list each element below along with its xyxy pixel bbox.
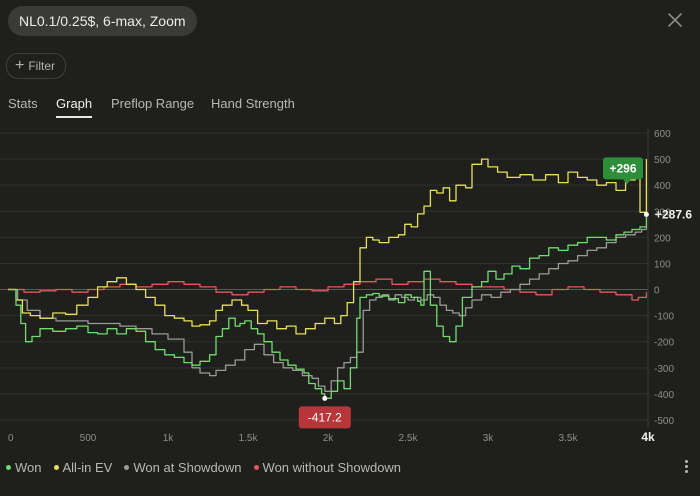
close-icon[interactable] — [664, 9, 686, 31]
x-tick-label: 4k — [641, 430, 655, 444]
legend-label: All-in EV — [62, 459, 113, 475]
series-line-all-in-ev — [8, 158, 648, 335]
tab-preflop-range[interactable]: Preflop Range — [111, 96, 195, 111]
y-axis-ticks: 600 500 400 300 200 100 0 -100 -200 -300 -400 -500 — [654, 129, 674, 427]
y-tick-label: 400 — [654, 181, 671, 192]
legend-item-won-without-showdown[interactable]: Won without Showdown — [253, 458, 402, 476]
legend-item-won-at-showdown[interactable]: Won at Showdown — [124, 458, 242, 476]
chart-series — [8, 158, 648, 399]
x-tick-label: 2k — [323, 433, 335, 444]
ev-callout-box — [603, 157, 643, 180]
tab-bar: Stats Graph Preflop Range Hand Strength — [0, 95, 700, 119]
x-tick-label: 3k — [483, 433, 495, 444]
chart-legend: Won All-in EV Won at Showdown Won withou… — [6, 458, 401, 476]
legend-dot — [253, 464, 259, 470]
ev-callout-pointer — [623, 179, 631, 185]
min-callout-box — [298, 406, 351, 429]
legend-dot — [53, 464, 59, 470]
series-line-won — [8, 214, 648, 399]
plus-icon: + — [15, 57, 25, 74]
y-tick-label: -200 — [654, 338, 674, 349]
min-callout-label: -417.2 — [308, 410, 342, 424]
ev-callout-label: +296 — [609, 161, 636, 175]
series-line-won-at-showdown — [8, 226, 648, 392]
legend-dot — [6, 464, 11, 470]
y-tick-label: -300 — [654, 364, 674, 375]
title-pill[interactable]: NL0.1/0.25$, 6-max, Zoom — [8, 6, 197, 36]
filter-label: Filter — [28, 59, 56, 73]
y-tick-label: 100 — [654, 259, 671, 270]
y-tick-label: 600 — [654, 129, 671, 140]
y-tick-label: -400 — [654, 390, 674, 401]
tab-hand-strength[interactable]: Hand Strength — [211, 96, 295, 111]
y-tick-label: 300 — [654, 207, 671, 218]
x-tick-label: 500 — [80, 433, 97, 444]
profit-chart: 6005004003002001000-100-200-300-400-500 … — [0, 129, 692, 444]
series-line-won-without-showdown — [8, 278, 648, 301]
y-tick-label: 500 — [654, 155, 671, 166]
legend-item-won[interactable]: Won — [6, 458, 42, 476]
end-callout-label: +287.6 — [655, 208, 692, 222]
tab-stats[interactable]: Stats — [8, 96, 38, 111]
y-tick-label: 0 — [654, 286, 660, 297]
y-tick-label: -100 — [654, 312, 674, 323]
x-axis-ticks: 0 500 1k 1.5k 2k 2.5k 3k 3.5k 4k — [8, 430, 655, 444]
filter-button[interactable]: + Filter — [6, 53, 67, 79]
legend-item-all-in-ev[interactable]: All-in EV — [53, 458, 113, 476]
legend-label: Won — [15, 459, 42, 475]
tab-graph[interactable]: Graph — [56, 95, 93, 118]
chart-callouts: -417.2 +296 +287.6 — [298, 157, 692, 429]
x-tick-label: 3.5k — [559, 433, 579, 444]
end-point — [643, 212, 649, 218]
more-vertical-icon[interactable] — [680, 457, 692, 475]
x-tick-label: 0 — [8, 433, 14, 444]
x-tick-label: 2.5k — [399, 433, 419, 444]
y-tick-label: -500 — [654, 416, 674, 427]
min-point — [322, 395, 328, 401]
legend-label: Won without Showdown — [262, 459, 402, 475]
chart-grid — [0, 129, 649, 428]
legend-label: Won at Showdown — [133, 459, 242, 475]
legend-dot — [124, 464, 130, 470]
x-tick-label: 1.5k — [239, 433, 259, 444]
y-tick-label: 200 — [654, 233, 671, 244]
x-tick-label: 1k — [163, 433, 175, 444]
